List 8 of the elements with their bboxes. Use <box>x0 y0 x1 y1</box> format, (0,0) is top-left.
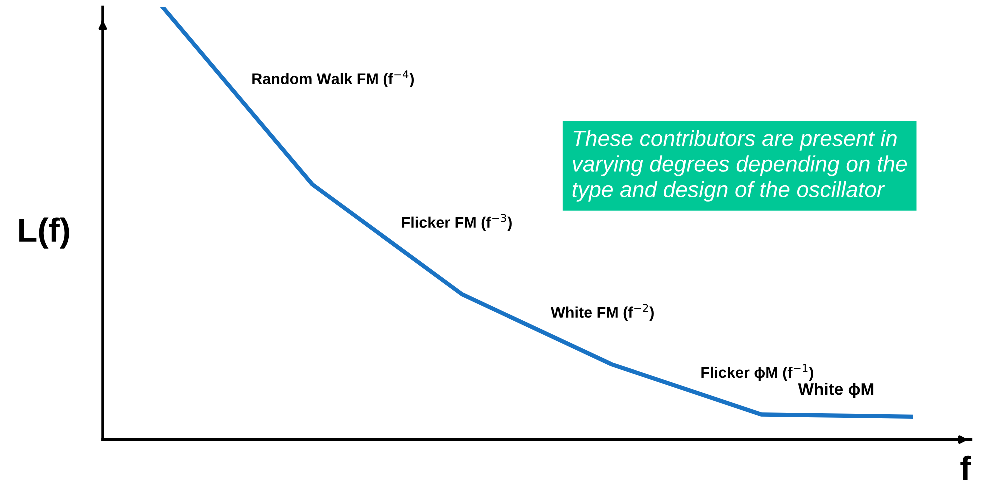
annotation: White FM (f$^{−2}$) <box>551 304 654 322</box>
annotation: These contributors are present in varying degrees depending on the type and design of the oscillator <box>572 130 908 202</box>
annotation: Flicker ϕM (f$^{−1}$) <box>702 364 814 382</box>
annotation: Random Walk FM (f$^{−4}$) <box>252 70 414 88</box>
x-axis-title: f <box>960 456 972 480</box>
annotation: White ϕM <box>798 382 874 399</box>
annotation: Flicker FM (f$^{−3}$) <box>402 214 512 232</box>
y-axis-title: L(f) <box>20 218 70 249</box>
